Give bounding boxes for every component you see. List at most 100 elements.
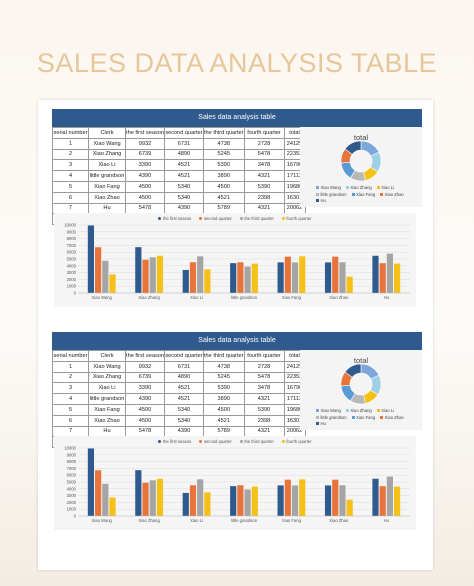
- table-cell[interactable]: 5478: [243, 148, 285, 161]
- table-cell[interactable]: Xiao Wang: [88, 137, 126, 150]
- table-cell[interactable]: 6731: [164, 360, 204, 373]
- bar[interactable]: [189, 262, 197, 293]
- table-cell[interactable]: 5340: [164, 403, 204, 416]
- bar[interactable]: [149, 480, 156, 516]
- table-cell[interactable]: 5390: [203, 159, 245, 172]
- bar[interactable]: [149, 257, 156, 293]
- bar[interactable]: [237, 485, 244, 516]
- bar[interactable]: [299, 479, 306, 516]
- bar[interactable]: [332, 479, 339, 516]
- bar[interactable]: [339, 262, 346, 293]
- table-cell[interactable]: 2728: [243, 137, 285, 150]
- bar[interactable]: [386, 253, 393, 293]
- table-cell[interactable]: 4500: [125, 191, 165, 204]
- table-cell[interactable]: 5390: [203, 382, 245, 395]
- column-header[interactable]: second quarter: [164, 350, 204, 362]
- table-cell[interactable]: 4500: [125, 403, 165, 416]
- bar[interactable]: [332, 256, 339, 293]
- table-cell[interactable]: 3390: [125, 159, 165, 172]
- table-cell[interactable]: 4390: [125, 170, 165, 182]
- table-cell[interactable]: little grandson: [88, 393, 126, 405]
- bar[interactable]: [135, 247, 142, 293]
- column-header[interactable]: Clerk: [88, 127, 126, 139]
- table-cell[interactable]: 5245: [203, 371, 245, 384]
- table-cell[interactable]: Xiao Zhang: [88, 148, 126, 161]
- table-cell[interactable]: 4738: [203, 137, 245, 150]
- bar[interactable]: [324, 485, 332, 516]
- bar[interactable]: [324, 262, 332, 293]
- table-cell[interactable]: 5245: [203, 148, 245, 161]
- table-cell[interactable]: 5390: [243, 403, 285, 416]
- bar[interactable]: [102, 260, 109, 293]
- table-cell[interactable]: Xiao Wang: [88, 360, 126, 373]
- bar[interactable]: [182, 492, 189, 516]
- column-header[interactable]: Clerk: [88, 350, 126, 362]
- bar[interactable]: [244, 266, 251, 293]
- bar[interactable]: [204, 492, 211, 516]
- bar[interactable]: [109, 497, 116, 516]
- table-cell[interactable]: 3478: [243, 382, 285, 395]
- table-cell[interactable]: Xiao Zhao: [88, 191, 126, 204]
- donut-slice[interactable]: [344, 140, 362, 155]
- column-header[interactable]: the third quarter: [203, 350, 245, 362]
- bar[interactable]: [284, 256, 291, 293]
- bar[interactable]: [379, 263, 386, 293]
- bar[interactable]: [95, 470, 102, 516]
- bar[interactable]: [204, 269, 211, 293]
- table-cell[interactable]: Xiao Li: [88, 159, 126, 172]
- table-cell[interactable]: 2398: [243, 414, 285, 427]
- bar[interactable]: [182, 269, 189, 293]
- bar[interactable]: [346, 276, 353, 293]
- table-cell[interactable]: 4890: [164, 148, 204, 161]
- table-cell[interactable]: 4521: [164, 159, 204, 172]
- table-cell[interactable]: 6731: [164, 137, 204, 150]
- bar[interactable]: [244, 489, 251, 516]
- table-cell[interactable]: 1: [52, 137, 89, 150]
- bar[interactable]: [135, 470, 142, 516]
- table-cell[interactable]: 5: [52, 180, 89, 193]
- bar[interactable]: [102, 483, 109, 516]
- table-cell[interactable]: 4521: [164, 382, 204, 395]
- table-cell[interactable]: 4521: [203, 191, 245, 204]
- bar[interactable]: [237, 262, 244, 293]
- table-cell[interactable]: 6: [52, 414, 89, 427]
- table-cell[interactable]: 5340: [164, 414, 204, 427]
- table-cell[interactable]: 3890: [203, 393, 245, 405]
- donut-slice[interactable]: [344, 363, 362, 378]
- bar[interactable]: [197, 256, 204, 293]
- table-cell[interactable]: Xiao Zhang: [88, 371, 126, 384]
- column-header[interactable]: fourth quarter: [243, 350, 285, 362]
- column-header[interactable]: serial number: [52, 350, 89, 362]
- bar[interactable]: [299, 256, 306, 293]
- table-cell[interactable]: 2: [52, 148, 89, 161]
- table-cell[interactable]: 4890: [164, 371, 204, 384]
- bar[interactable]: [339, 485, 346, 516]
- bar[interactable]: [372, 478, 379, 516]
- column-header[interactable]: the third quarter: [203, 127, 245, 139]
- table-cell[interactable]: 4521: [164, 170, 204, 182]
- bar[interactable]: [142, 482, 149, 516]
- bar[interactable]: [346, 499, 353, 516]
- table-cell[interactable]: 9932: [125, 360, 165, 373]
- bar[interactable]: [95, 247, 102, 293]
- table-cell[interactable]: 6739: [125, 371, 165, 384]
- table-cell[interactable]: 5478: [243, 371, 285, 384]
- table-cell[interactable]: 2728: [243, 360, 285, 373]
- column-header[interactable]: second quarter: [164, 127, 204, 139]
- table-cell[interactable]: 4521: [164, 393, 204, 405]
- table-cell[interactable]: 3: [52, 382, 89, 395]
- table-cell[interactable]: 4321: [243, 170, 285, 182]
- table-cell[interactable]: Xiao Li: [88, 382, 126, 395]
- column-header[interactable]: the first season: [125, 350, 165, 362]
- table-cell[interactable]: 1: [52, 360, 89, 373]
- bar[interactable]: [284, 479, 291, 516]
- bar[interactable]: [142, 259, 149, 293]
- table-cell[interactable]: 4521: [203, 414, 245, 427]
- bar[interactable]: [251, 263, 258, 293]
- bar[interactable]: [189, 485, 197, 516]
- table-cell[interactable]: 5: [52, 403, 89, 416]
- column-header[interactable]: fourth quarter: [243, 127, 285, 139]
- table-cell[interactable]: 4: [52, 393, 89, 405]
- bar[interactable]: [156, 478, 164, 516]
- table-cell[interactable]: 4321: [243, 393, 285, 405]
